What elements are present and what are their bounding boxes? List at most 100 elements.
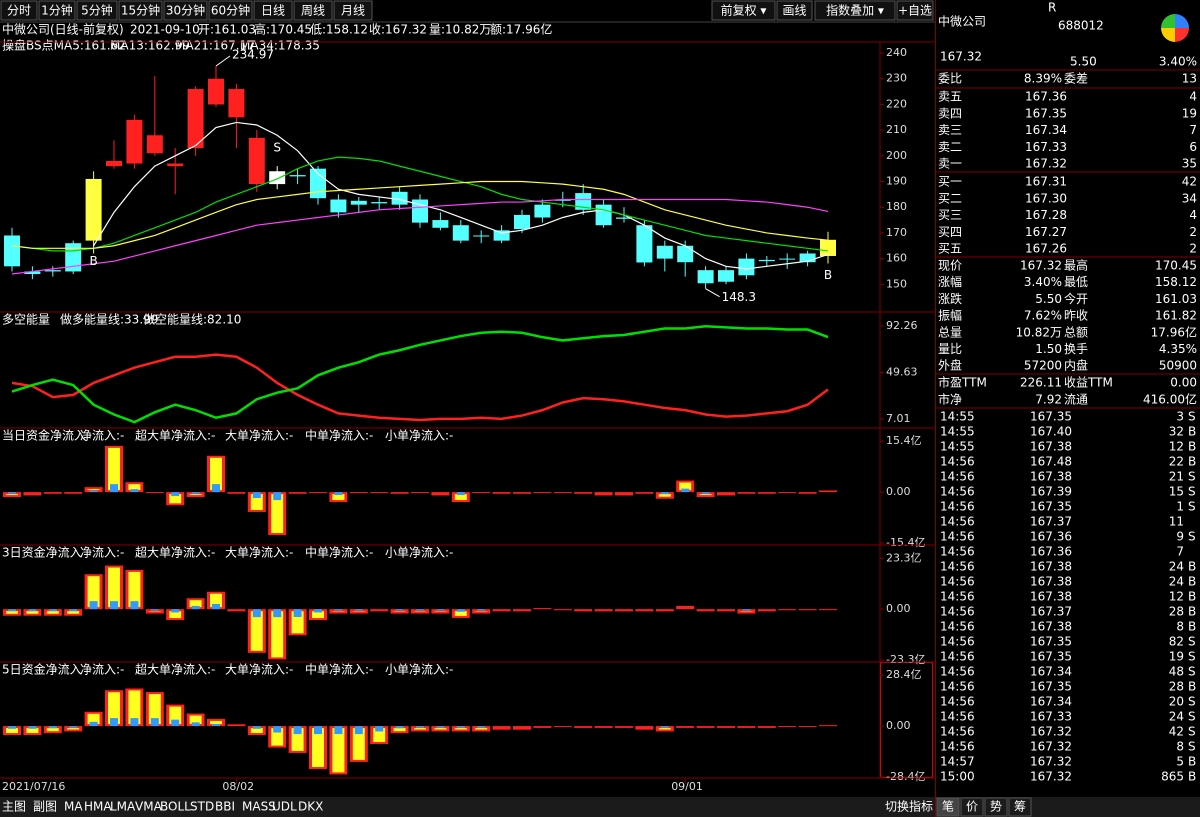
period-button[interactable]: [208, 0, 253, 21]
tick-price: 167.38: [1030, 440, 1072, 454]
indicator-tab[interactable]: DKX: [298, 800, 323, 814]
tick-price: 167.32: [1030, 755, 1072, 769]
period-button[interactable]: [76, 0, 118, 21]
row-label: 现价: [938, 259, 962, 273]
side-tab[interactable]: [960, 797, 984, 817]
period-label[interactable]: 周线: [301, 4, 325, 18]
flow-bar-fill: [6, 494, 18, 496]
row-label: 今开: [1064, 291, 1088, 306]
flow-bar: [43, 492, 62, 494]
flow-bar-core: [477, 609, 486, 611]
flow-bar-fill: [210, 457, 222, 491]
indicator-tab[interactable]: MASS: [242, 800, 276, 814]
flow-bar-core: [191, 605, 200, 610]
ma-line: [11, 180, 829, 249]
tick-volume: 3: [1176, 410, 1184, 424]
tick-volume: 24: [1169, 560, 1184, 574]
candle-body: [656, 245, 673, 259]
flow-bar-core: [8, 726, 16, 729]
y-tick-label: 210: [886, 123, 907, 136]
tick-price: 167.35: [1030, 500, 1072, 514]
candle-body: [208, 78, 224, 105]
side-tab[interactable]: [1008, 797, 1032, 817]
tool-label[interactable]: +自选: [898, 4, 932, 18]
indicator-tab[interactable]: VMA: [135, 800, 163, 814]
tool-button[interactable]: [814, 0, 896, 21]
tool-label[interactable]: 指数叠加 ▾: [826, 3, 884, 18]
flow-bar-core: [660, 726, 669, 728]
period-label[interactable]: 60分钟: [211, 3, 250, 18]
candle-body: [228, 89, 245, 118]
book-label: 买五: [938, 242, 962, 256]
period-button[interactable]: [0, 0, 38, 21]
tool-label[interactable]: 画线: [782, 4, 806, 18]
flow-bar-fill: [87, 576, 100, 608]
tool-label[interactable]: 前复权 ▾: [721, 3, 767, 18]
period-label[interactable]: 分时: [7, 4, 31, 18]
tick-volume: 8: [1176, 620, 1184, 634]
tick-side: S: [1188, 650, 1196, 664]
logo-wedge: [1175, 28, 1189, 42]
tool-button[interactable]: [896, 0, 934, 21]
side-tab-label[interactable]: 势: [990, 800, 1002, 814]
candle-body: [738, 258, 755, 276]
price-change: 5.50: [1070, 55, 1097, 69]
side-tab-label[interactable]: 筹: [1014, 800, 1026, 814]
indicator-tab[interactable]: STD: [190, 800, 214, 814]
period-button[interactable]: [253, 0, 293, 21]
period-button[interactable]: [293, 0, 333, 21]
flow-bar-core: [130, 489, 139, 493]
indicator-tab[interactable]: 主图: [2, 800, 26, 814]
tool-button[interactable]: [711, 0, 776, 21]
candle-body: [126, 119, 143, 164]
row-value: 13: [1182, 72, 1197, 86]
y-tick-label: 170: [886, 226, 907, 239]
flow-bar-fill: [352, 728, 365, 760]
tick-price: 167.38: [1030, 470, 1072, 484]
side-tab-label[interactable]: 笔: [942, 799, 954, 814]
flow-bar: [288, 492, 307, 494]
side-tab-label[interactable]: 价: [966, 800, 978, 814]
legend-item: 3日资金净流入: [2, 545, 82, 560]
period-label[interactable]: 月线: [341, 4, 365, 18]
flow-bar: [513, 609, 531, 612]
last-price: 167.32: [940, 50, 982, 64]
indicator-tab[interactable]: BBI: [215, 800, 235, 814]
side-tab[interactable]: [984, 797, 1008, 817]
indicator-tab[interactable]: BOLL: [160, 800, 191, 814]
side-tab[interactable]: [936, 797, 960, 817]
period-button[interactable]: [38, 0, 76, 21]
book-volume: 34: [1182, 191, 1197, 205]
flow-bar: [492, 609, 511, 612]
period-button[interactable]: [333, 0, 373, 21]
tick-side: B: [1188, 425, 1196, 439]
indicator-tab[interactable]: LMA: [110, 800, 136, 814]
indicator-tab[interactable]: MA: [64, 800, 83, 814]
period-label[interactable]: 15分钟: [121, 3, 160, 18]
switch-indicator[interactable]: 切换指标: [885, 799, 933, 814]
period-label[interactable]: 1分钟: [41, 3, 73, 18]
candle-body: [106, 160, 122, 167]
tick-volume: 11: [1169, 515, 1184, 529]
row-value: 10.82万: [1016, 325, 1062, 339]
indicator-tab[interactable]: UDL: [272, 800, 297, 814]
period-button[interactable]: [163, 0, 208, 21]
flow-bar-core: [273, 609, 282, 618]
period-label[interactable]: 30分钟: [166, 3, 205, 18]
candle-body: [575, 193, 592, 210]
flow-bar-fill: [414, 728, 426, 730]
period-label[interactable]: 日线: [261, 4, 285, 18]
flow-bar-core: [130, 601, 139, 610]
indicator-tab[interactable]: 副图: [33, 800, 57, 814]
flow-bar-core: [293, 609, 302, 618]
tick-volume: 8: [1176, 740, 1184, 754]
period-button[interactable]: [118, 0, 163, 21]
period-label[interactable]: 5分钟: [81, 3, 113, 18]
tick-volume: 22: [1169, 455, 1184, 469]
tool-button[interactable]: [776, 0, 813, 21]
flow-bar-fill: [108, 447, 120, 491]
flow-bar-fill: [189, 494, 202, 496]
tick-side: S: [1188, 530, 1196, 544]
legend-item: 小单净流入:-: [385, 663, 453, 677]
indicator-tab[interactable]: HMA: [84, 800, 112, 814]
